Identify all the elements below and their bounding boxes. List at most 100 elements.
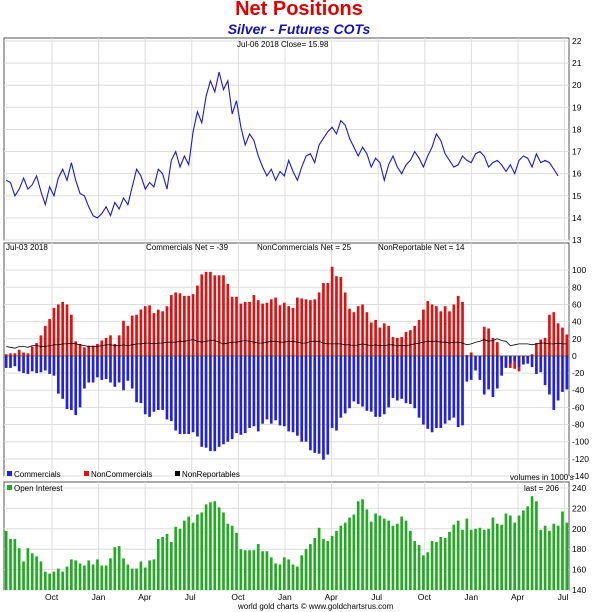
open-interest-bar xyxy=(343,522,347,590)
commercials-bar xyxy=(226,355,230,442)
y-tick-label: 19 xyxy=(572,102,582,112)
noncommercials-bar xyxy=(122,320,125,356)
open-interest-bar xyxy=(65,566,69,590)
commercials-bar xyxy=(465,355,469,382)
noncommercials-bar xyxy=(178,293,182,356)
commercials-bar xyxy=(213,355,217,452)
noncommercials-bar xyxy=(4,354,8,356)
open-interest-bar xyxy=(239,549,243,590)
noncommercials-bar xyxy=(204,271,208,356)
open-interest-bar xyxy=(426,552,430,590)
noncommercials-bar xyxy=(43,325,47,356)
noncommercials-bar xyxy=(209,271,212,356)
open-interest-bar xyxy=(409,530,412,590)
open-interest-bar xyxy=(265,551,269,590)
open-interest-bar xyxy=(322,539,325,590)
commercials-bar xyxy=(43,355,47,371)
noncommercials-bar xyxy=(52,307,56,356)
noncommercials-bar xyxy=(426,301,430,356)
commercials-bar xyxy=(352,355,356,402)
noncommercials-bar xyxy=(313,299,317,356)
noncommercials-bar xyxy=(326,283,330,356)
open-interest-bar xyxy=(113,547,117,590)
open-interest-bar xyxy=(296,566,299,590)
open-interest-bar xyxy=(78,563,82,590)
commercials-bar xyxy=(22,355,25,374)
open-interest-bar xyxy=(26,548,30,590)
commercials-bar xyxy=(539,355,543,373)
commercials-bar xyxy=(552,355,556,410)
noncommercials-bar xyxy=(361,304,364,356)
noncommercials-bar xyxy=(187,295,191,356)
commercials-bar xyxy=(70,355,73,410)
commercials-bar xyxy=(452,355,456,418)
commercials-bar xyxy=(204,355,208,448)
noncommercials-bar xyxy=(165,306,169,356)
noncommercials-bar xyxy=(456,295,460,356)
noncommercials-bar xyxy=(343,292,347,356)
noncommercials-bar xyxy=(74,341,78,356)
commercials-bar xyxy=(504,355,508,368)
open-interest-bar xyxy=(335,530,338,590)
commercials-bar xyxy=(556,355,560,401)
open-interest-bar xyxy=(256,544,260,590)
noncommercials-bar xyxy=(530,354,534,356)
noncommercials-bar xyxy=(56,304,60,356)
open-interest-bar xyxy=(35,556,38,590)
commercials-bar xyxy=(409,355,412,404)
noncommercials-bar xyxy=(217,275,221,356)
noncommercials-bar xyxy=(222,275,225,356)
noncommercials-bar xyxy=(200,274,204,356)
commercials-bar xyxy=(439,355,443,428)
commercials-bar xyxy=(382,355,386,415)
noncommercials-bar xyxy=(552,312,556,356)
open-interest-bar xyxy=(456,520,460,590)
y-tick-label: 240 xyxy=(572,483,586,493)
noncommercials-bar xyxy=(430,304,434,356)
open-interest-bar xyxy=(130,568,134,590)
commercials-bar xyxy=(395,355,399,401)
open-interest-bar xyxy=(4,530,8,590)
noncommercials-bar xyxy=(78,343,82,356)
open-interest-bar xyxy=(83,565,86,590)
open-interest-bar xyxy=(561,511,564,590)
noncommercials-bar xyxy=(335,276,338,356)
open-interest-bar xyxy=(500,524,503,590)
legend-swatch-commercials xyxy=(7,471,12,476)
noncommercials-bar xyxy=(109,335,112,356)
commercials-bar xyxy=(317,355,321,454)
commercials-bar xyxy=(309,355,312,451)
commercials-bar xyxy=(252,355,256,427)
commercials-bar xyxy=(122,355,125,391)
noncommercials-bar xyxy=(565,334,569,356)
open-interest-bar xyxy=(87,560,91,590)
noncommercials-bar xyxy=(535,343,538,356)
noncommercials-bar xyxy=(248,301,251,356)
open-interest-bar xyxy=(330,535,334,590)
noncommercials-bar xyxy=(561,327,564,356)
open-interest-bar xyxy=(535,501,538,590)
noncommercials-bar xyxy=(274,297,277,356)
open-interest-bar xyxy=(248,550,251,590)
price-line xyxy=(5,71,559,219)
open-interest-last: last = 206 xyxy=(524,484,559,493)
y-tick-label: 160 xyxy=(572,565,586,575)
commercials-bar xyxy=(183,355,186,434)
commercials-bar xyxy=(126,355,130,381)
y-tick-label: 0 xyxy=(572,351,577,361)
open-interest-bar xyxy=(391,525,395,590)
commercials-bar xyxy=(478,355,482,380)
open-interest-bar xyxy=(422,555,425,590)
y-tick-label: 13 xyxy=(572,235,582,245)
commercials-bar xyxy=(239,355,243,435)
commercials-bar xyxy=(548,355,551,395)
commercials-bar xyxy=(96,355,99,378)
commercials-bar xyxy=(348,355,351,409)
open-interest-bar xyxy=(156,539,160,590)
noncommercials-bar xyxy=(139,309,143,356)
commercials-bar xyxy=(174,355,178,431)
commercials-bar xyxy=(443,355,447,424)
open-interest-bar xyxy=(217,507,221,590)
commercials-bar xyxy=(422,355,425,425)
commercials-bar xyxy=(339,355,343,418)
